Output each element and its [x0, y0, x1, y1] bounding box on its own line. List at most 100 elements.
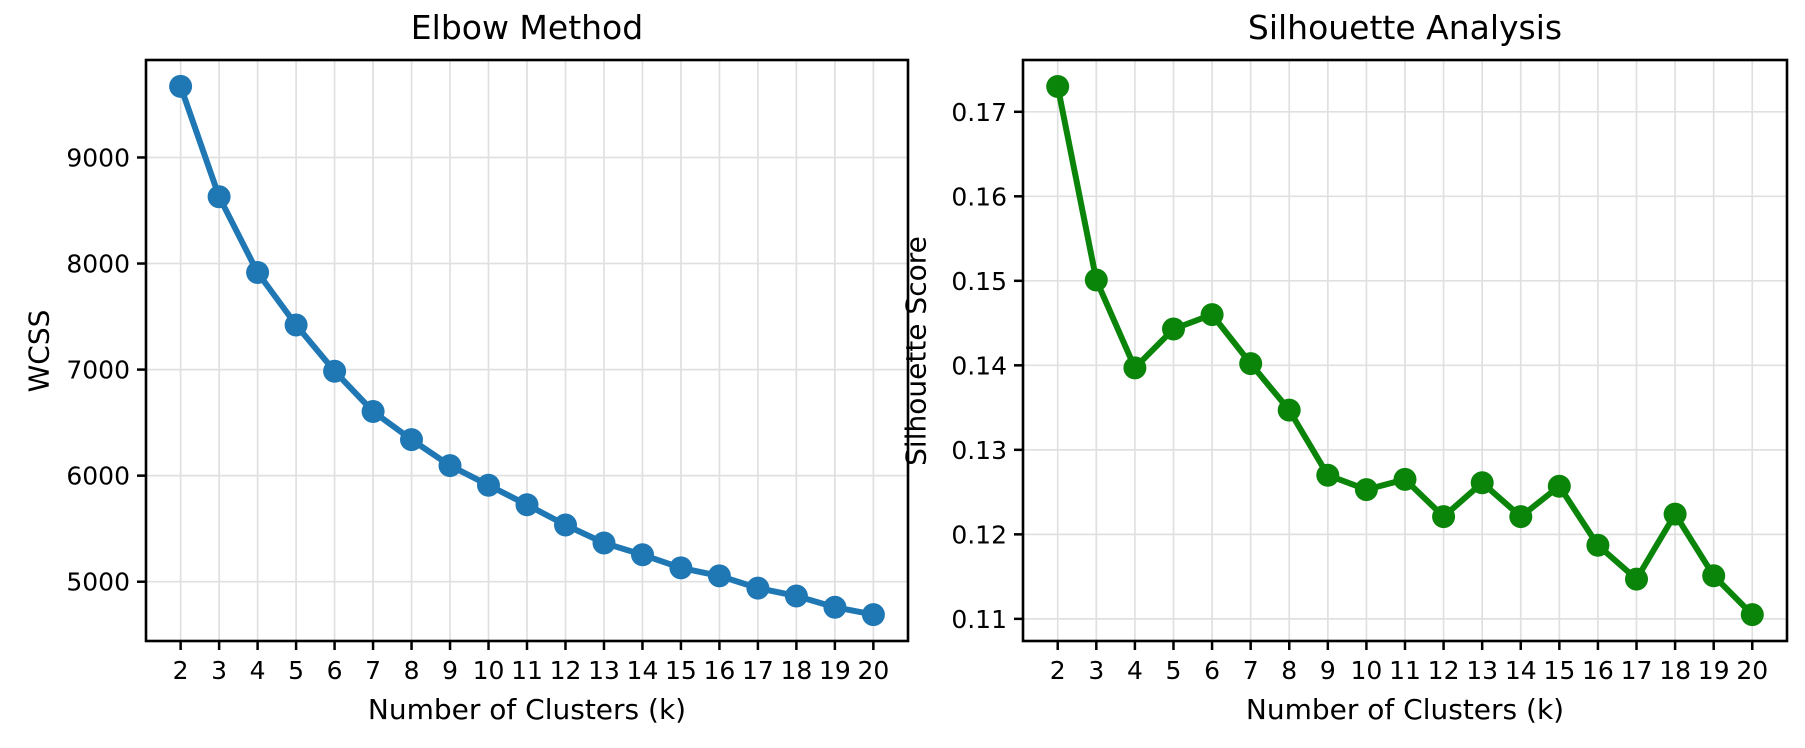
data-point-k2 [1046, 75, 1070, 98]
data-point-k10 [1354, 478, 1378, 502]
x-tick-label: 15 [1543, 656, 1575, 685]
data-point-k11 [515, 493, 539, 517]
x-tick-label: 2 [173, 656, 189, 685]
data-point-k8 [1277, 398, 1301, 422]
plot-border [144, 58, 910, 643]
x-tick-label: 11 [1389, 656, 1421, 685]
x-tick-label: 5 [288, 656, 304, 685]
x-tick-label: 8 [404, 656, 420, 685]
x-tick-label: 4 [250, 656, 266, 685]
data-point-k11 [1393, 467, 1417, 491]
data-point-k14 [1509, 505, 1533, 529]
elbow-chart-title: Elbow Method [410, 8, 644, 47]
data-point-k20 [1740, 603, 1764, 627]
silhouette-y-axis-label: Silhouette Score [899, 235, 933, 466]
x-tick-label: 9 [1320, 656, 1336, 685]
x-tick-label: 16 [704, 656, 736, 685]
silhouette-x-axis-label: Number of Clusters (k) [1245, 693, 1565, 726]
x-tick-label: 14 [1505, 656, 1537, 685]
x-tick-label: 7 [365, 656, 381, 685]
elbow-x-axis-label: Number of Clusters (k) [367, 693, 687, 726]
x-tick-label: 20 [1736, 656, 1768, 685]
data-point-k5 [1162, 317, 1185, 341]
x-tick-label: 4 [1127, 656, 1143, 685]
data-point-k8 [400, 428, 423, 452]
x-tick-label: 20 [857, 656, 889, 685]
x-tick-label: 10 [473, 656, 505, 685]
data-point-k12 [1432, 505, 1456, 529]
data-point-k9 [1316, 463, 1340, 487]
plot-border [1021, 58, 1789, 643]
x-tick-label: 19 [1698, 656, 1730, 685]
y-tick-label: 7000 [66, 356, 130, 385]
data-point-k17 [1625, 567, 1648, 591]
x-tick-label: 19 [819, 656, 851, 685]
data-point-k13 [1470, 471, 1494, 495]
x-tick-label: 17 [1621, 656, 1653, 685]
data-point-k19 [823, 595, 847, 619]
x-tick-label: 6 [327, 656, 343, 685]
x-tick-label: 15 [665, 656, 697, 685]
y-tick-label: 0.16 [951, 182, 1007, 211]
x-tick-label: 13 [588, 656, 620, 685]
x-tick-label: 10 [1351, 656, 1383, 685]
data-point-k4 [246, 261, 270, 284]
x-tick-label: 9 [442, 656, 458, 685]
y-tick-label: 5000 [66, 568, 130, 597]
x-tick-label: 3 [1088, 656, 1104, 685]
data-point-k3 [1084, 268, 1108, 292]
x-tick-label: 14 [627, 656, 659, 685]
x-tick-label: 11 [511, 656, 543, 685]
silhouette-chart-title: Silhouette Analysis [1247, 8, 1563, 47]
data-point-k10 [477, 473, 500, 497]
data-point-k7 [1239, 352, 1263, 376]
data-point-k5 [284, 313, 308, 337]
data-point-k20 [861, 603, 885, 627]
data-point-k14 [631, 543, 654, 567]
data-line [177, 83, 877, 618]
y-tick-label: 8000 [66, 250, 130, 279]
y-tick-label: 0.14 [951, 351, 1007, 380]
data-point-k18 [1663, 502, 1687, 526]
elbow-y-axis-label: WCSS [22, 309, 56, 392]
x-tick-label: 3 [211, 656, 227, 685]
data-point-k18 [784, 584, 808, 608]
data-line [1054, 83, 1756, 618]
data-point-k15 [1547, 474, 1571, 498]
data-point-k12 [554, 513, 577, 537]
y-tick-label: 9000 [66, 143, 130, 172]
y-tick-label: 0.17 [951, 98, 1007, 127]
data-point-k2 [169, 74, 193, 98]
x-tick-label: 8 [1281, 656, 1297, 685]
y-tick-label: 0.13 [951, 436, 1007, 465]
data-point-k15 [669, 556, 693, 580]
data-point-k3 [207, 185, 231, 209]
x-tick-label: 17 [742, 656, 774, 685]
data-point-k17 [746, 576, 770, 600]
x-tick-label: 5 [1166, 656, 1182, 685]
data-point-k16 [1586, 533, 1610, 557]
x-tick-label: 2 [1050, 656, 1066, 685]
data-point-k16 [707, 564, 731, 588]
data-point-k19 [1702, 564, 1726, 588]
data-point-k4 [1123, 356, 1147, 380]
x-tick-label: 18 [1659, 656, 1691, 685]
data-point-k7 [361, 400, 385, 423]
x-tick-label: 12 [1428, 656, 1460, 685]
x-tick-label: 18 [780, 656, 812, 685]
y-tick-label: 0.12 [951, 520, 1007, 549]
data-point-k6 [323, 359, 347, 383]
x-tick-label: 13 [1466, 656, 1498, 685]
x-tick-label: 12 [550, 656, 582, 685]
y-tick-label: 6000 [66, 462, 130, 491]
x-tick-label: 16 [1582, 656, 1614, 685]
data-point-k9 [438, 454, 462, 478]
y-tick-label: 0.15 [951, 267, 1007, 296]
data-point-k13 [592, 531, 616, 555]
y-tick-label: 0.11 [951, 605, 1007, 634]
data-point-k6 [1200, 303, 1224, 327]
